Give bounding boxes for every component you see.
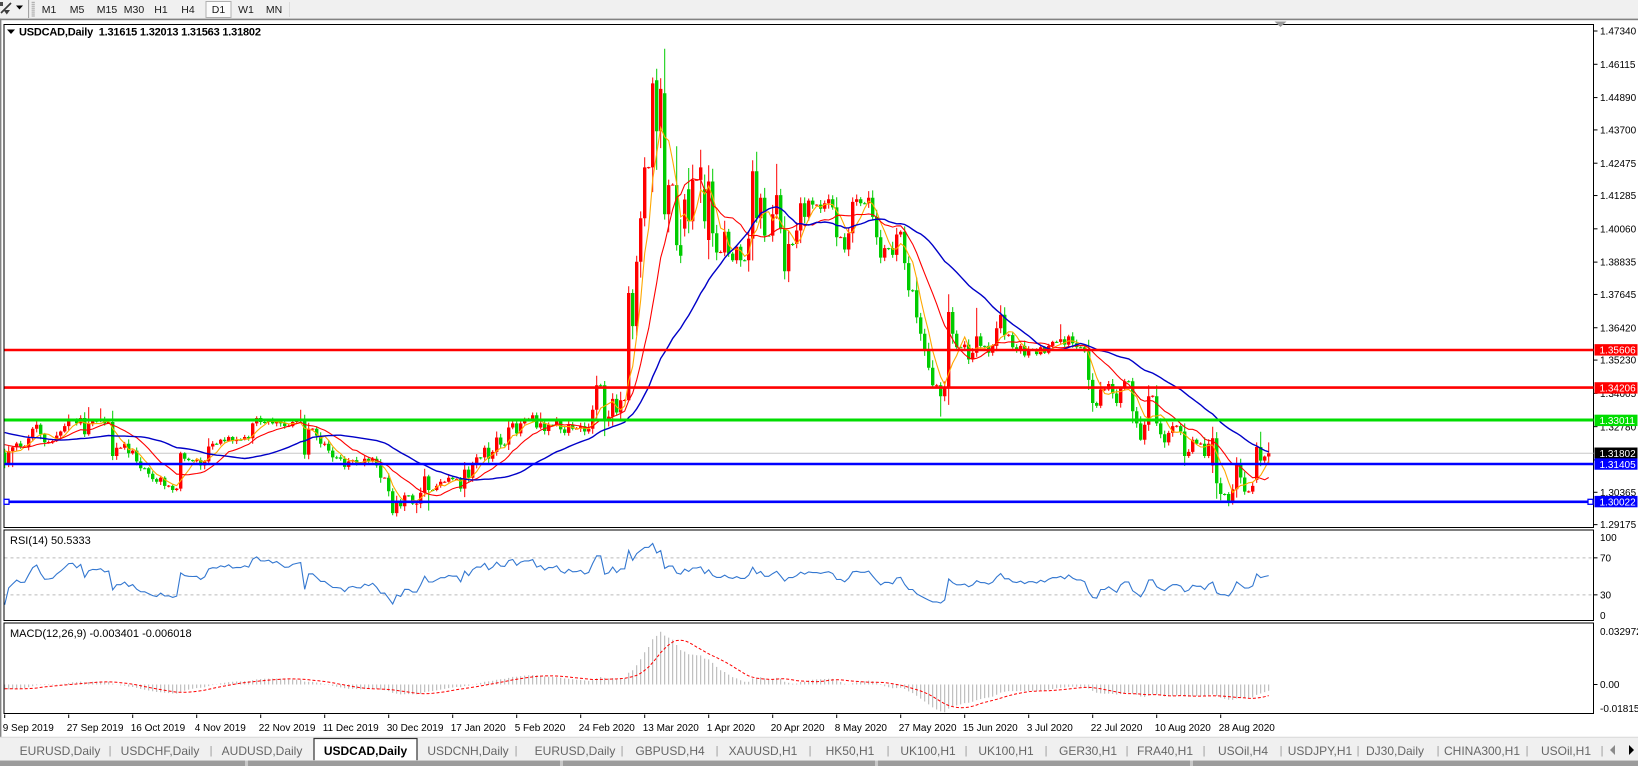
svg-text:EURUSD,Daily: EURUSD,Daily bbox=[535, 744, 616, 758]
svg-text:USOil,H1: USOil,H1 bbox=[1541, 744, 1591, 758]
svg-text:-0.018154: -0.018154 bbox=[1600, 704, 1638, 715]
svg-text:15 Jun 2020: 15 Jun 2020 bbox=[963, 723, 1018, 734]
svg-text:3 Jul 2020: 3 Jul 2020 bbox=[1027, 723, 1074, 734]
svg-text:H4: H4 bbox=[181, 4, 195, 16]
svg-text:M5: M5 bbox=[70, 4, 85, 16]
svg-text:W1: W1 bbox=[238, 4, 254, 16]
svg-text:1.35230: 1.35230 bbox=[1600, 356, 1637, 367]
svg-text:USDCAD,Daily: USDCAD,Daily bbox=[324, 744, 408, 758]
svg-text:0: 0 bbox=[1600, 611, 1606, 622]
svg-text:1.41285: 1.41285 bbox=[1600, 191, 1637, 202]
svg-text:FRA40,H1: FRA40,H1 bbox=[1137, 744, 1193, 758]
svg-text:MN: MN bbox=[266, 4, 282, 16]
svg-text:24 Feb 2020: 24 Feb 2020 bbox=[579, 723, 636, 734]
svg-text:|: | bbox=[1280, 745, 1283, 757]
svg-text:RSI(14) 50.5333: RSI(14) 50.5333 bbox=[10, 535, 91, 547]
svg-text:1.37645: 1.37645 bbox=[1600, 290, 1637, 301]
svg-text:UK100,H1: UK100,H1 bbox=[900, 744, 956, 758]
svg-text:10 Aug 2020: 10 Aug 2020 bbox=[1155, 723, 1212, 734]
svg-text:1.42475: 1.42475 bbox=[1600, 159, 1637, 170]
svg-text:EURUSD,Daily: EURUSD,Daily bbox=[20, 744, 101, 758]
svg-text:|: | bbox=[515, 745, 518, 757]
svg-text:9 Sep 2019: 9 Sep 2019 bbox=[3, 723, 55, 734]
svg-text:1.30022: 1.30022 bbox=[1600, 497, 1637, 508]
svg-text:USDCAD,Daily 1.31615 1.32013: USDCAD,Daily 1.31615 1.32013 1.31563 1.3… bbox=[19, 27, 261, 39]
svg-text:1.30365: 1.30365 bbox=[1600, 488, 1637, 499]
svg-text:|: | bbox=[210, 745, 213, 757]
svg-text:|: | bbox=[809, 745, 812, 757]
svg-text:|: | bbox=[1045, 745, 1048, 757]
svg-text:|: | bbox=[1203, 745, 1206, 757]
svg-text:MACD(12,26,9) -0.003401 -0.006: MACD(12,26,9) -0.003401 -0.006018 bbox=[10, 628, 192, 640]
svg-text:20 Apr 2020: 20 Apr 2020 bbox=[771, 723, 825, 734]
svg-text:1.44890: 1.44890 bbox=[1600, 93, 1637, 104]
svg-text:17 Jan 2020: 17 Jan 2020 bbox=[451, 723, 506, 734]
svg-text:27 Sep 2019: 27 Sep 2019 bbox=[67, 723, 124, 734]
svg-text:28 Aug 2020: 28 Aug 2020 bbox=[1219, 723, 1276, 734]
svg-text:70: 70 bbox=[1600, 553, 1612, 564]
svg-text:1.29175: 1.29175 bbox=[1600, 520, 1637, 531]
svg-text:16 Oct 2019: 16 Oct 2019 bbox=[131, 723, 186, 734]
svg-text:M15: M15 bbox=[97, 4, 118, 16]
svg-text:DJ30,Daily: DJ30,Daily bbox=[1366, 744, 1424, 758]
svg-text:CHINA300,H1: CHINA300,H1 bbox=[1444, 744, 1520, 758]
svg-text:AUDUSD,Daily: AUDUSD,Daily bbox=[222, 744, 303, 758]
svg-text:5 Feb 2020: 5 Feb 2020 bbox=[515, 723, 566, 734]
svg-text:USDCNH,Daily: USDCNH,Daily bbox=[427, 744, 508, 758]
svg-text:22 Nov 2019: 22 Nov 2019 bbox=[259, 723, 316, 734]
svg-text:1 Apr 2020: 1 Apr 2020 bbox=[707, 723, 756, 734]
svg-text:GBPUSD,H4: GBPUSD,H4 bbox=[635, 744, 705, 758]
svg-text:1.33011: 1.33011 bbox=[1600, 416, 1636, 427]
svg-text:22 Jul 2020: 22 Jul 2020 bbox=[1091, 723, 1143, 734]
svg-text:|: | bbox=[1437, 745, 1440, 757]
svg-text:30: 30 bbox=[1600, 590, 1612, 601]
svg-text:0.00: 0.00 bbox=[1600, 680, 1620, 691]
svg-text:HK50,H1: HK50,H1 bbox=[826, 744, 875, 758]
svg-text:1.36420: 1.36420 bbox=[1600, 323, 1637, 334]
svg-text:11 Dec 2019: 11 Dec 2019 bbox=[323, 723, 379, 734]
svg-text:1.46115: 1.46115 bbox=[1600, 60, 1636, 71]
svg-text:USOil,H4: USOil,H4 bbox=[1218, 744, 1268, 758]
svg-text:8 May 2020: 8 May 2020 bbox=[835, 723, 888, 734]
svg-text:|: | bbox=[1526, 745, 1529, 757]
svg-text:1.47340: 1.47340 bbox=[1600, 27, 1637, 38]
svg-text:0.032972: 0.032972 bbox=[1600, 627, 1638, 638]
svg-text:100: 100 bbox=[1600, 533, 1617, 544]
svg-text:USDCHF,Daily: USDCHF,Daily bbox=[121, 744, 200, 758]
svg-text:1.43700: 1.43700 bbox=[1600, 126, 1637, 137]
svg-text:|: | bbox=[887, 745, 890, 757]
svg-text:M30: M30 bbox=[124, 4, 145, 16]
svg-text:D1: D1 bbox=[212, 4, 226, 16]
svg-text:UK100,H1: UK100,H1 bbox=[978, 744, 1034, 758]
svg-text:|: | bbox=[965, 745, 968, 757]
svg-text:1.32780: 1.32780 bbox=[1600, 422, 1637, 433]
svg-text:XAUUSD,H1: XAUUSD,H1 bbox=[729, 744, 798, 758]
svg-text:|: | bbox=[1601, 745, 1604, 757]
svg-text:|: | bbox=[1357, 745, 1360, 757]
svg-text:1.34005: 1.34005 bbox=[1600, 389, 1637, 400]
svg-text:|: | bbox=[621, 745, 624, 757]
svg-text:|: | bbox=[716, 745, 719, 757]
svg-text:27 May 2020: 27 May 2020 bbox=[899, 723, 957, 734]
svg-text:13 Mar 2020: 13 Mar 2020 bbox=[643, 723, 700, 734]
svg-text:1.31802: 1.31802 bbox=[1600, 449, 1637, 460]
svg-text:1.34206: 1.34206 bbox=[1600, 384, 1637, 395]
svg-text:M1: M1 bbox=[42, 4, 57, 16]
svg-text:1.38835: 1.38835 bbox=[1600, 258, 1637, 269]
svg-text:|: | bbox=[1126, 745, 1129, 757]
svg-text:1.35606: 1.35606 bbox=[1600, 346, 1637, 357]
svg-text:H1: H1 bbox=[154, 4, 168, 16]
svg-text:GER30,H1: GER30,H1 bbox=[1059, 744, 1117, 758]
svg-text:4 Nov 2019: 4 Nov 2019 bbox=[195, 723, 247, 734]
svg-text:USDJPY,H1: USDJPY,H1 bbox=[1288, 744, 1353, 758]
svg-text:1.31405: 1.31405 bbox=[1600, 460, 1637, 471]
svg-text:1.40060: 1.40060 bbox=[1600, 224, 1637, 235]
svg-text:|: | bbox=[109, 745, 112, 757]
svg-text:30 Dec 2019: 30 Dec 2019 bbox=[387, 723, 444, 734]
